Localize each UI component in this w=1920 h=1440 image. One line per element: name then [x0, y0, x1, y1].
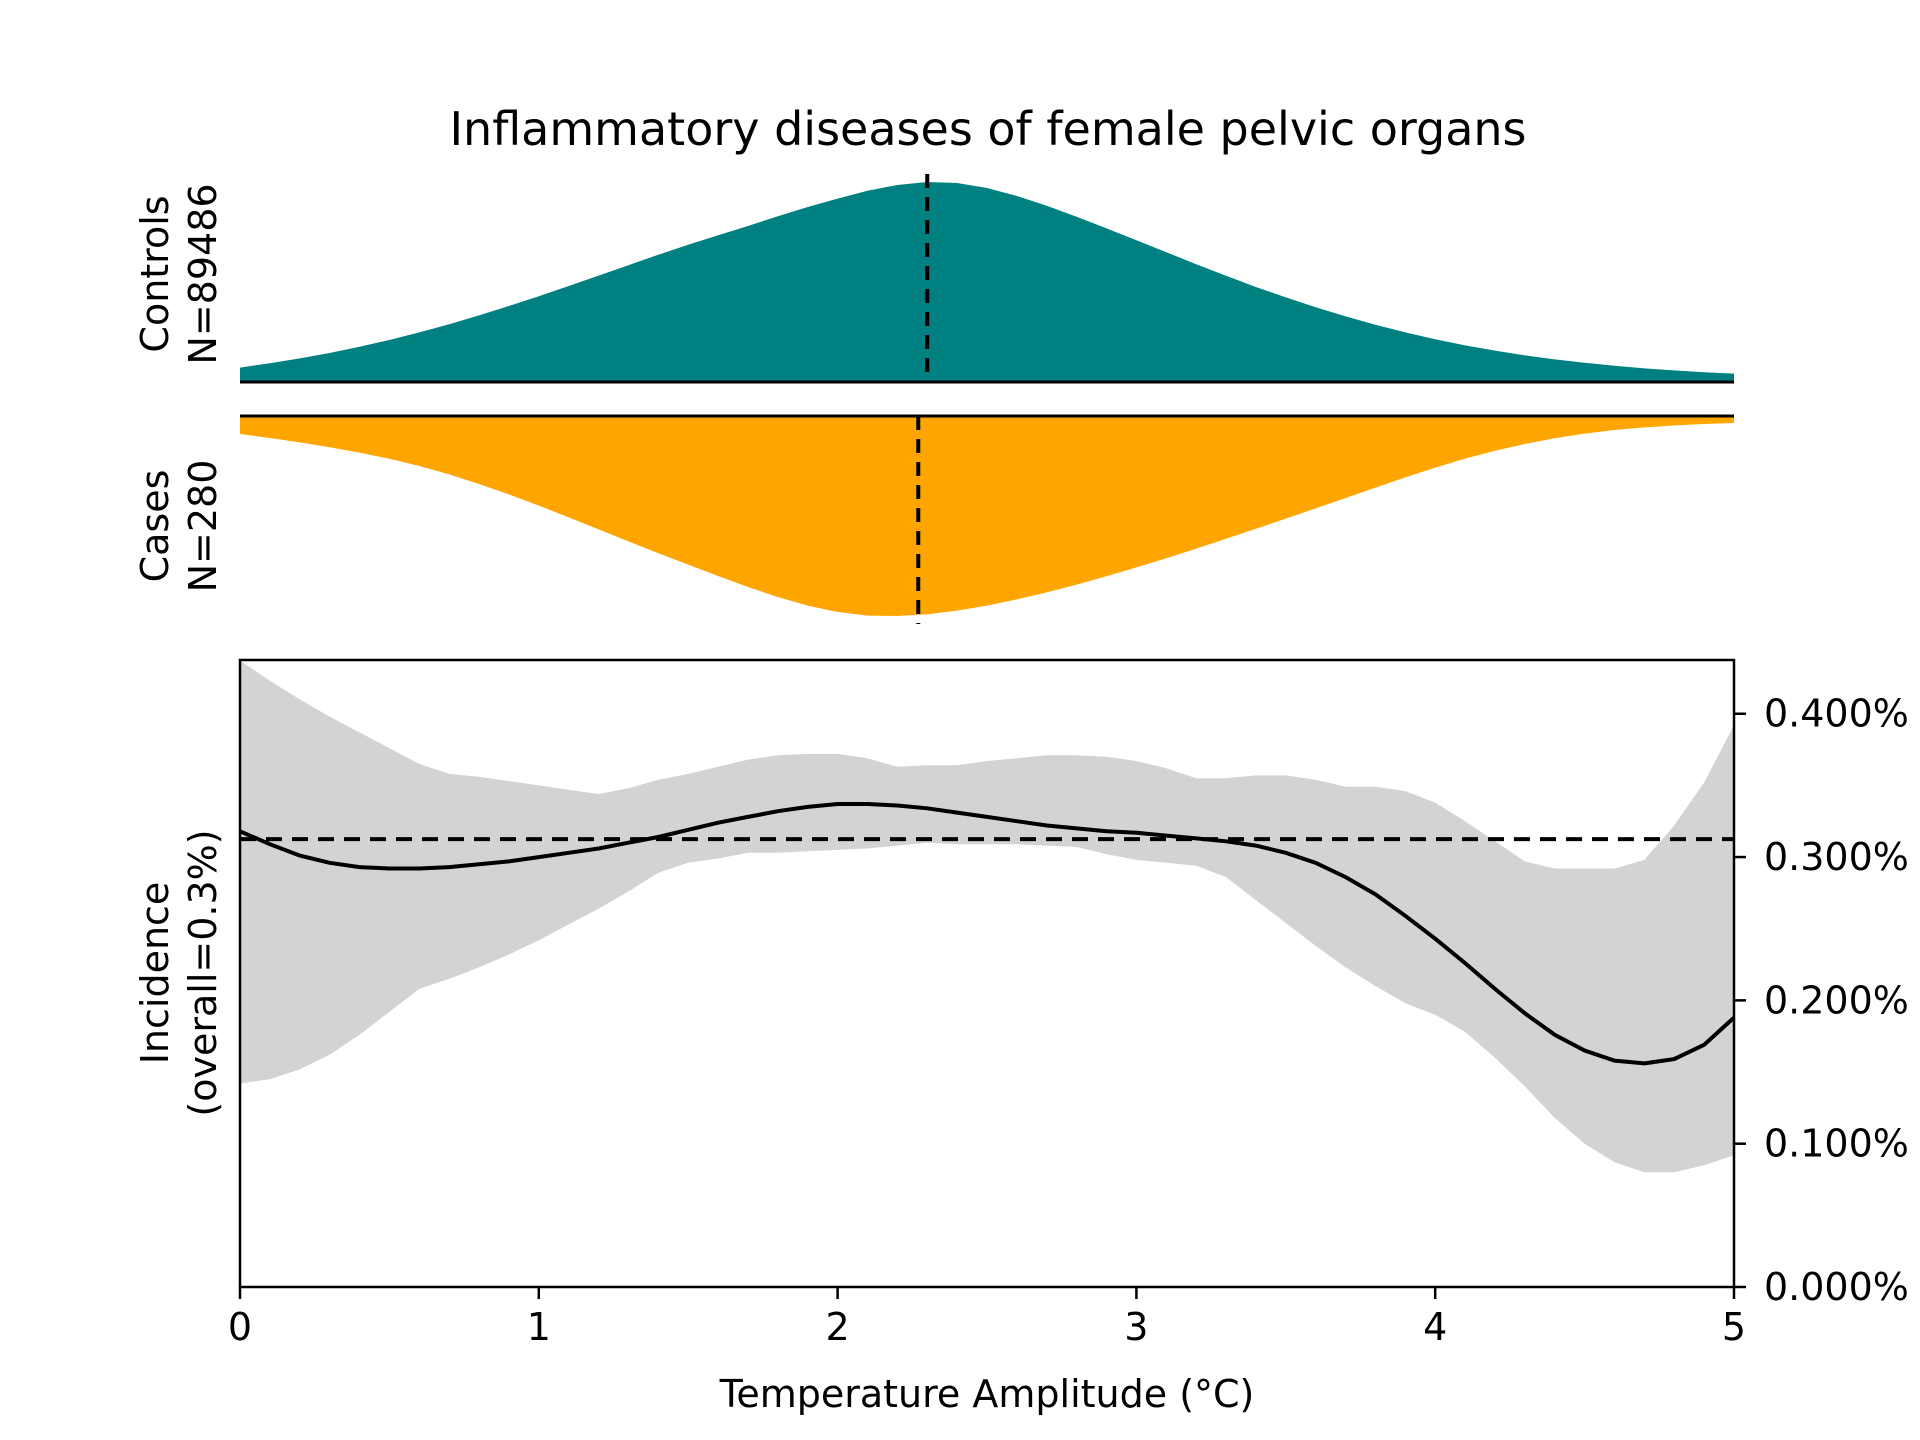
incidence-line	[239, 802, 1736, 1066]
controls-label: Controls	[133, 195, 177, 352]
controls-count-label: N=89486	[181, 183, 225, 364]
y-tick-label: 0.000%	[1764, 1265, 1909, 1309]
cases-count-label: N=280	[181, 460, 225, 593]
x-tick-label: 0	[228, 1305, 252, 1349]
incidence-plot-frame	[238, 658, 1736, 1289]
incidence-panel: 0.000% 0.100% 0.200% 0.300% 0.400% 0 1 2 3 4 5 In…	[133, 658, 1909, 1416]
x-tick-label: 3	[1124, 1305, 1148, 1349]
controls-density-area	[240, 182, 1734, 382]
y-axis-ticks: 0.000% 0.100% 0.200% 0.300% 0.400%	[1734, 692, 1909, 1309]
controls-panel: Controls N=89486	[133, 174, 1734, 384]
cases-density-area	[240, 416, 1734, 616]
x-tick-label: 2	[826, 1305, 850, 1349]
confidence-interval-band	[240, 660, 1734, 1173]
y-tick-label: 0.400%	[1764, 692, 1909, 736]
x-tick-label: 4	[1423, 1305, 1447, 1349]
x-axis-ticks: 0 1 2 3 4 5	[228, 1287, 1746, 1349]
cases-label: Cases	[133, 470, 177, 583]
cases-panel: Cases N=280	[133, 414, 1734, 624]
y-axis-sublabel: (overall=0.3%)	[181, 829, 225, 1116]
chart-title: Inflammatory diseases of female pelvic o…	[449, 102, 1526, 156]
x-tick-label: 5	[1722, 1305, 1746, 1349]
x-tick-label: 1	[527, 1305, 551, 1349]
y-axis-label: Incidence	[133, 882, 177, 1065]
y-tick-label: 0.200%	[1764, 978, 1909, 1022]
y-tick-label: 0.100%	[1764, 1122, 1909, 1166]
y-tick-label: 0.300%	[1764, 835, 1909, 879]
x-axis-label: Temperature Amplitude (°C)	[719, 1372, 1255, 1416]
